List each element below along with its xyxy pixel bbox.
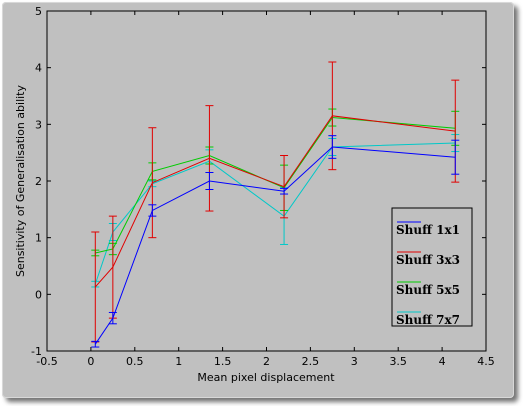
legend: Shuff 1x1 Shuff 3x3 Shuff 5x5 Shuff 7x7: [391, 207, 473, 327]
x-tick-label: 4.5: [477, 355, 495, 368]
x-tick-label: 4: [439, 355, 446, 368]
y-axis-label: Sensitivity of Generalisation ability: [14, 85, 27, 278]
x-tick-label: 2: [263, 355, 270, 368]
x-tick-label: 1.5: [214, 355, 232, 368]
legend-entry: Shuff 7x7: [396, 313, 460, 327]
x-tick-label: -0.5: [36, 355, 57, 368]
x-tick-label: 0.5: [126, 355, 144, 368]
y-tick-label: 5: [35, 5, 42, 18]
y-tick-label: 3: [35, 118, 42, 131]
x-tick-label: 1: [175, 355, 182, 368]
series-shuff-3x3: [91, 61, 460, 343]
x-tick-label: 0: [87, 355, 94, 368]
legend-entry: Shuff 5x5: [396, 283, 460, 297]
y-tick-label: 2: [35, 175, 42, 188]
x-tick-label: 3: [351, 355, 358, 368]
legend-box: [391, 207, 473, 327]
y-tick-label: -1: [31, 345, 42, 358]
data-series: [91, 61, 460, 348]
y-tick-label: 0: [35, 288, 42, 301]
axis-ticks: -0.5 0 0.5 1 1.5 2 2.5 3 3.5 4 4.5 -1 0 1 2 3 4 5: [31, 5, 495, 368]
x-tick-label: 2.5: [302, 355, 320, 368]
legend-entry: Shuff 3x3: [396, 253, 460, 267]
x-tick-label: 3.5: [389, 355, 407, 368]
x-axis-label: Mean pixel displacement: [197, 371, 335, 384]
legend-entry: Shuff 1x1: [396, 223, 460, 237]
series-shuff-1x1: [91, 135, 460, 348]
y-tick-label: 4: [35, 62, 42, 75]
y-tick-label: 1: [35, 232, 42, 245]
